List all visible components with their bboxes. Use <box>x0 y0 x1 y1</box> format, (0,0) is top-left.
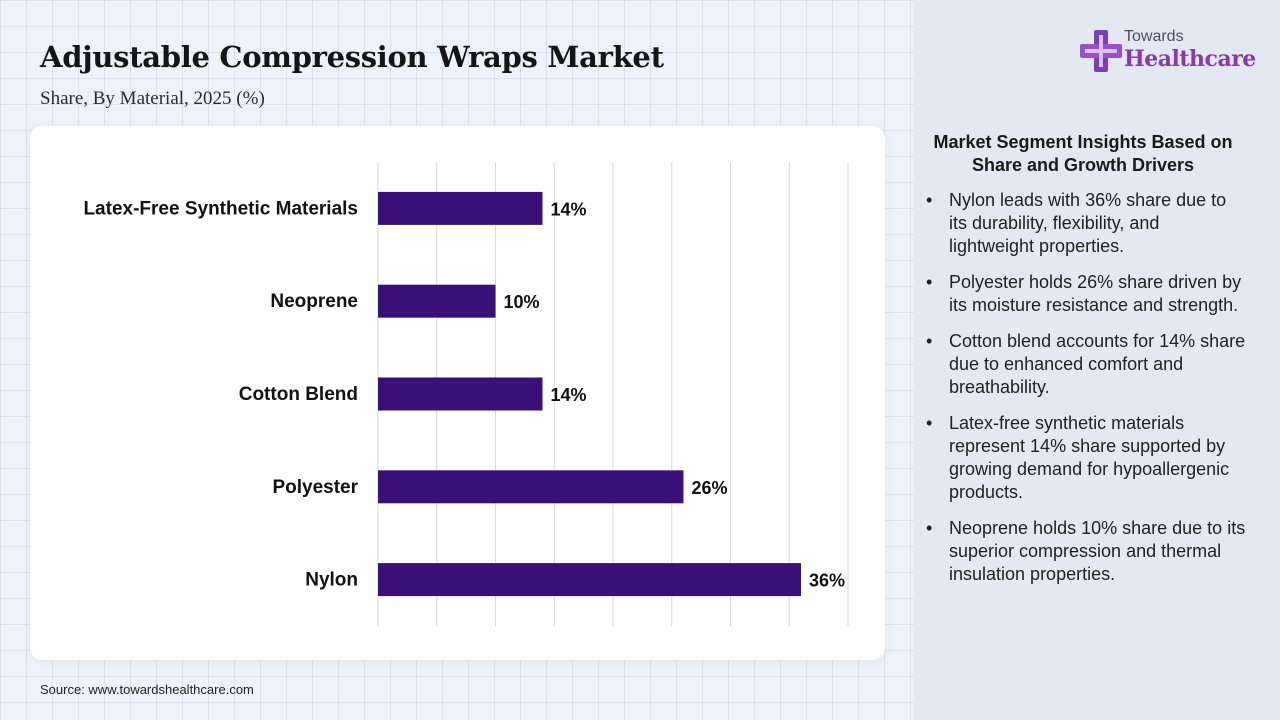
category-label: Neoprene <box>270 291 358 312</box>
bar <box>378 470 684 504</box>
bar <box>378 377 543 411</box>
value-label: 26% <box>692 478 728 498</box>
cross-logo-icon <box>1080 30 1122 72</box>
bar <box>378 284 496 318</box>
category-label: Nylon <box>305 570 358 591</box>
bar-chart: Latex-Free Synthetic Materials 14% Neopren… <box>83 162 849 626</box>
category-label: Latex-Free Synthetic Materials <box>83 198 358 219</box>
towards-healthcare-logo: Towards Healthcare <box>1080 26 1260 78</box>
bar <box>378 191 543 225</box>
category-label: Polyester <box>272 477 358 498</box>
insight-item: Neoprene holds 10% share due to its supe… <box>926 517 1248 586</box>
value-label: 10% <box>504 292 540 312</box>
insights-title: Market Segment Insights Based on Share a… <box>933 132 1233 175</box>
chart-subtitle: Share, By Material, 2025 (%) <box>40 88 265 109</box>
chart-title: Adjustable Compression Wraps Market <box>40 40 664 74</box>
value-label: 36% <box>809 571 845 591</box>
value-label: 14% <box>551 199 587 219</box>
logo-text-healthcare: Healthcare <box>1124 46 1256 72</box>
insight-item: Nylon leads with 36% share due to its du… <box>926 189 1248 258</box>
insights-list: Nylon leads with 36% share due to its du… <box>926 189 1248 599</box>
bar <box>378 563 801 597</box>
value-label: 14% <box>551 385 587 405</box>
insight-item: Polyester holds 26% share driven by its … <box>926 271 1248 317</box>
category-label: Cotton Blend <box>239 384 358 405</box>
source-note: Source: www.towardshealthcare.com <box>40 682 254 697</box>
insight-item: Latex-free synthetic materials represent… <box>926 412 1248 504</box>
insight-item: Cotton blend accounts for 14% share due … <box>926 330 1248 399</box>
logo-text-towards: Towards <box>1124 28 1184 45</box>
chart-card: Latex-Free Synthetic Materials 14% Neopren… <box>30 126 885 660</box>
